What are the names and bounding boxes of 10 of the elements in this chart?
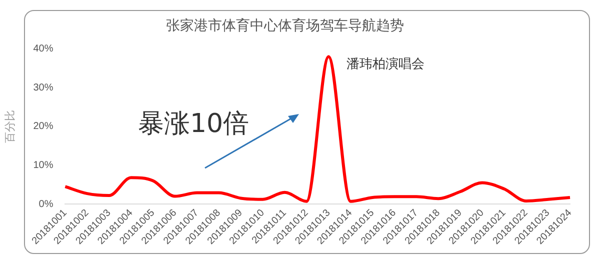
chart-title: 张家港市体育中心体育场驾车导航趋势 <box>166 17 404 34</box>
y-tick-label: 0% <box>38 198 54 210</box>
line-series <box>64 55 572 203</box>
annotation: 暴涨10倍 <box>138 108 250 139</box>
y-tick-label: 10% <box>33 160 54 171</box>
y-tick-label: 40% <box>33 44 54 55</box>
y-axis-title: 百分比 <box>4 110 17 143</box>
y-tick-label: 30% <box>33 82 54 94</box>
annotation: 潘玮柏演唱会 <box>346 56 425 72</box>
y-tick-label: 20% <box>33 121 54 132</box>
